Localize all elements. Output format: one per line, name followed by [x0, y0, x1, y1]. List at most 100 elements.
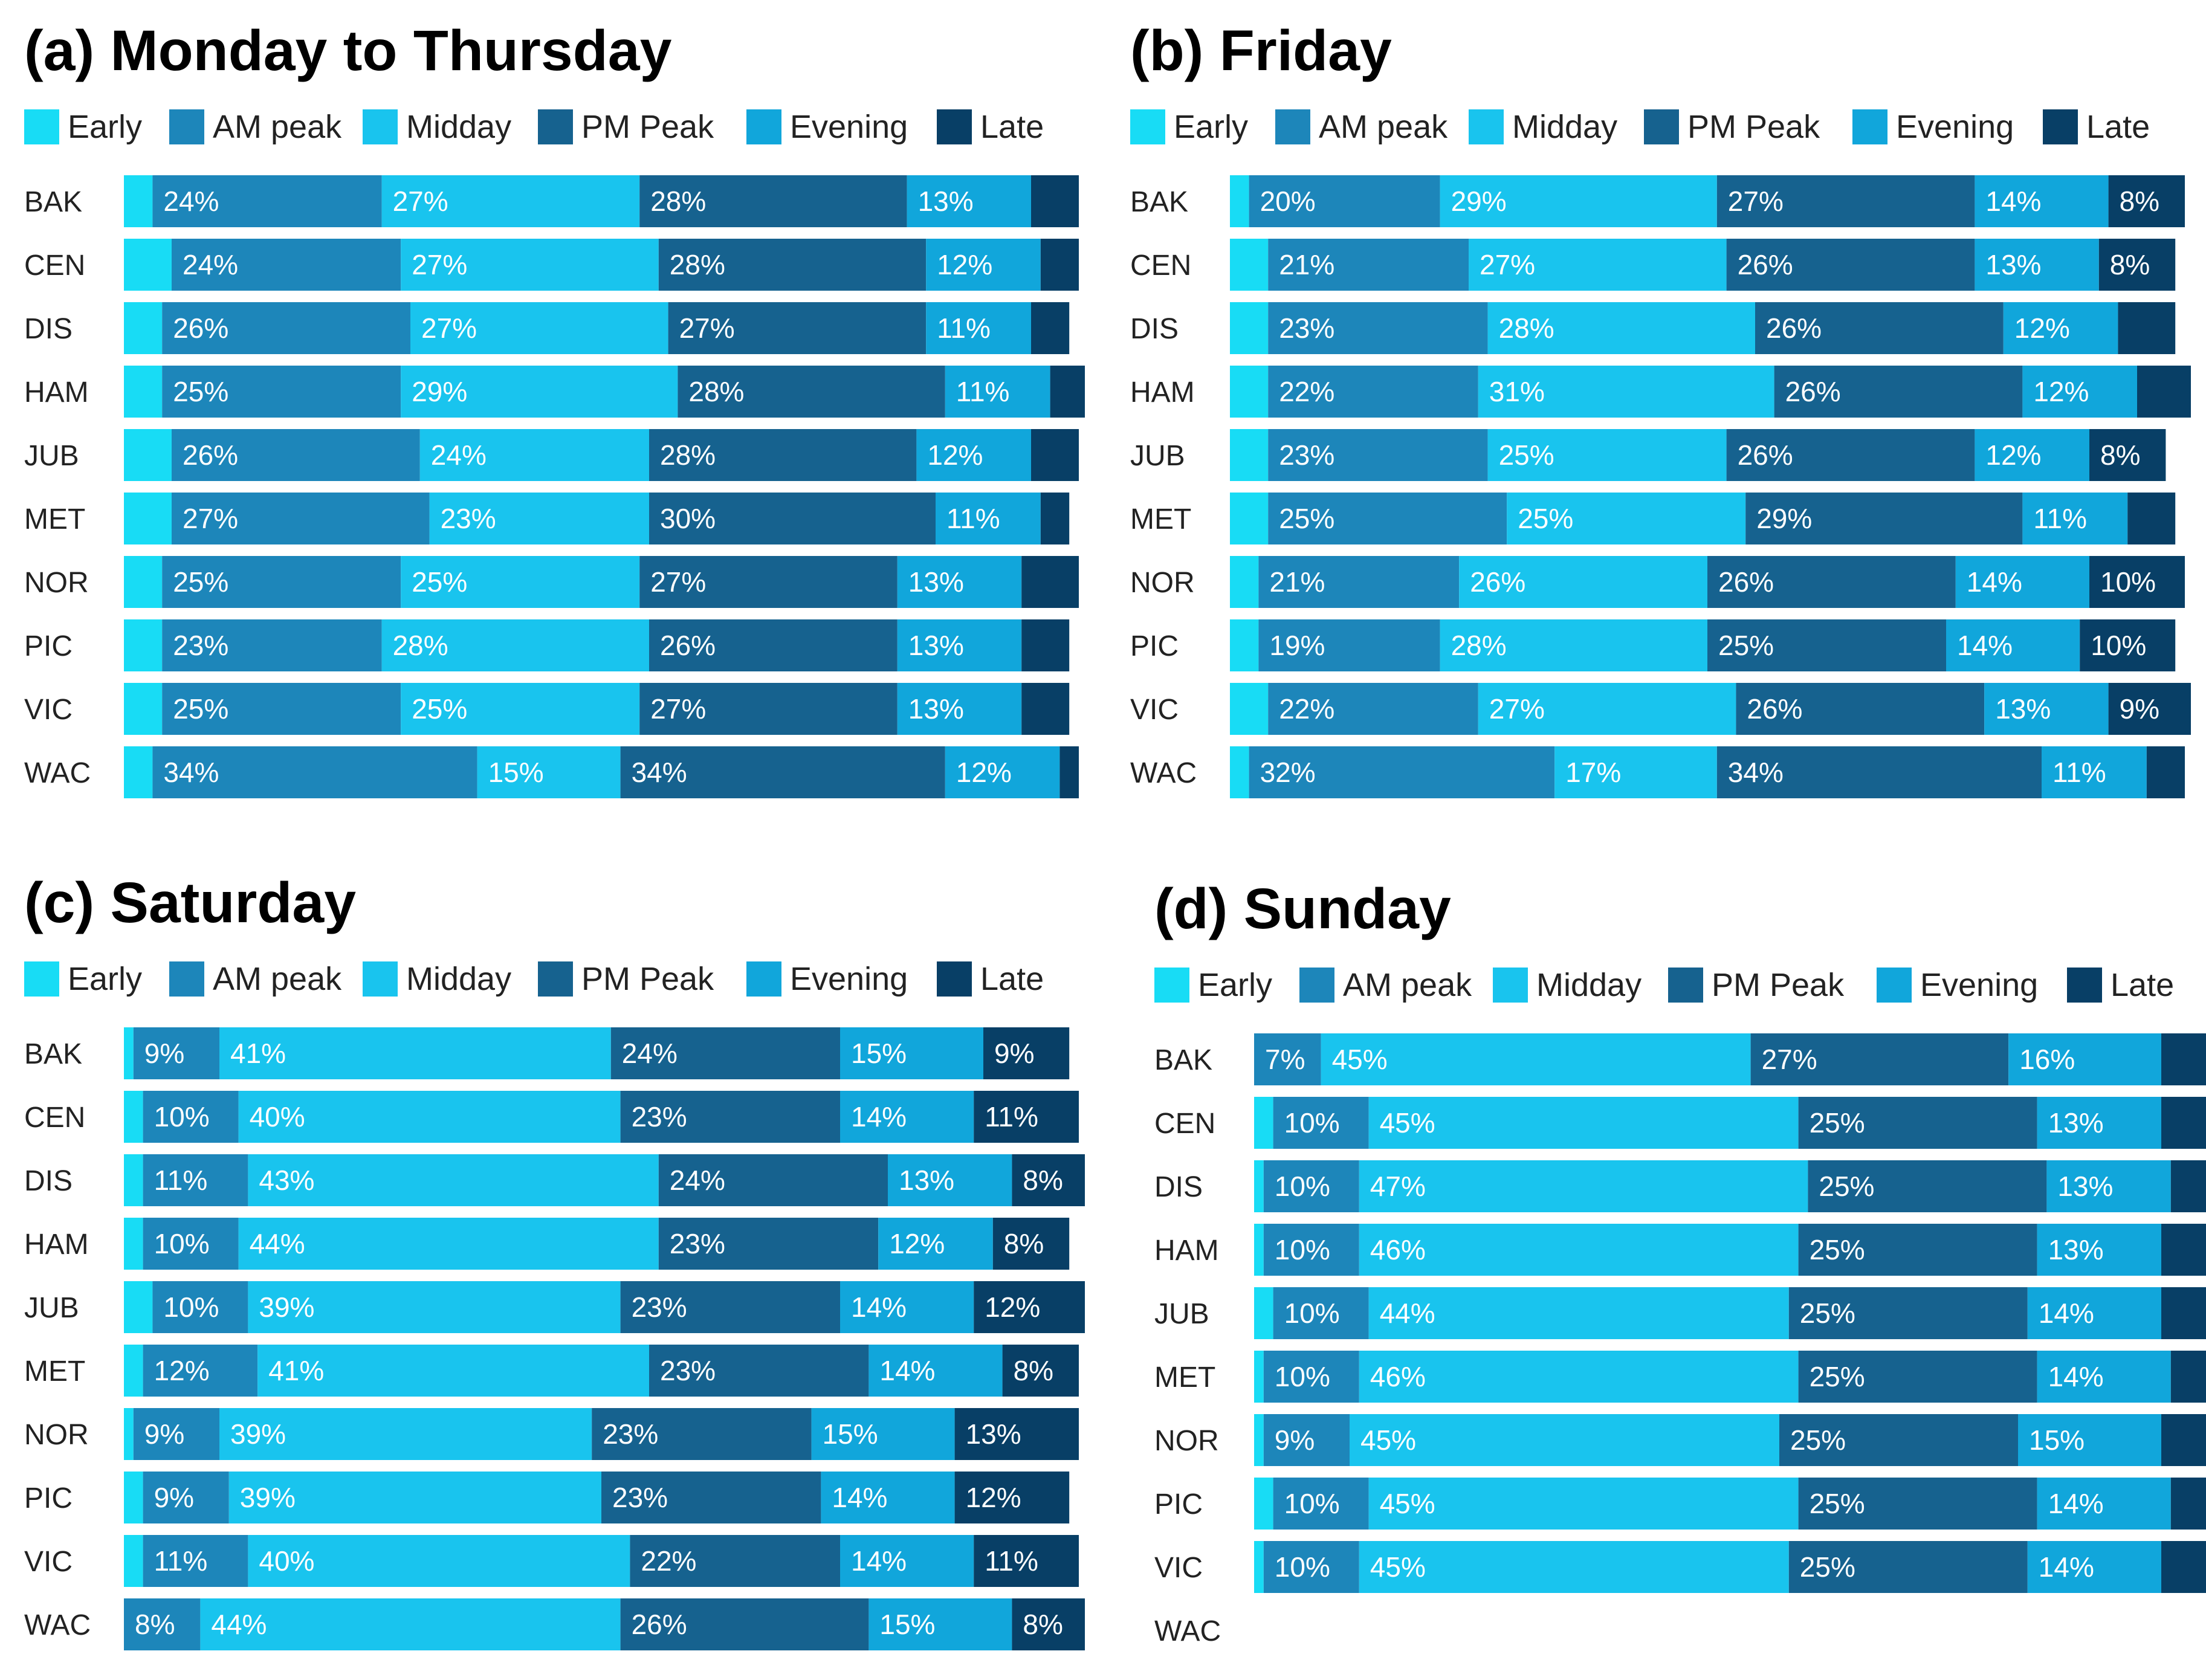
bar-segment	[2003, 302, 2118, 354]
data-label: 40%	[250, 1101, 305, 1132]
bar-segment	[2146, 746, 2185, 798]
data-label: 12%	[985, 1291, 1040, 1323]
bar-segment	[1263, 1541, 1359, 1593]
bar-segment	[1975, 239, 2099, 291]
data-label: 27%	[650, 693, 706, 725]
bar-segment	[1487, 429, 1727, 481]
legend-swatch	[746, 961, 781, 997]
bar-segment	[1012, 1154, 1085, 1206]
data-label: 11%	[946, 503, 1000, 534]
data-label: 47%	[1370, 1171, 1426, 1202]
bar-segment	[630, 1535, 840, 1587]
bar-segment	[639, 683, 898, 735]
bar-segment	[1021, 683, 1070, 735]
data-label: 23%	[612, 1482, 668, 1513]
bar-segment	[1254, 1351, 1264, 1403]
category-label: NOR	[1130, 567, 1195, 599]
bar-segment	[2161, 1541, 2206, 1593]
bar-segment	[1230, 746, 1249, 798]
bar-segment	[228, 1472, 601, 1523]
category-label: JUB	[1154, 1298, 1209, 1330]
legend-item: Midday	[363, 106, 511, 148]
data-label: 14%	[851, 1545, 907, 1577]
data-label: 25%	[1819, 1171, 1874, 1202]
data-label: 27%	[1762, 1044, 1817, 1075]
data-label: 13%	[966, 1418, 1021, 1450]
category-label: CEN	[1130, 250, 1191, 282]
data-label: 25%	[1279, 503, 1334, 534]
category-label: NOR	[1154, 1425, 1219, 1457]
bar-segment	[1359, 1541, 1789, 1593]
data-label: 15%	[488, 757, 544, 788]
legend-swatch	[937, 109, 972, 144]
data-label: 29%	[1451, 186, 1507, 217]
legend: Early AM peak Midday PM Peak Evening Late	[24, 106, 1106, 148]
category-label: PIC	[24, 630, 73, 662]
category-label: HAM	[1130, 376, 1195, 409]
data-label: 44%	[211, 1609, 267, 1640]
bar-segment	[2027, 1287, 2161, 1339]
bar-segment	[1774, 366, 2023, 418]
data-label: 23%	[632, 1291, 687, 1323]
legend-item: Evening	[746, 958, 908, 1000]
bar-segment	[620, 1281, 840, 1333]
bar-segment	[248, 1281, 621, 1333]
bar-segment	[2037, 1097, 2161, 1149]
legend-label: Midday	[406, 109, 512, 145]
bar-segment	[1254, 1097, 1273, 1149]
category-label: JUB	[24, 440, 79, 472]
legend-swatch	[1469, 109, 1504, 144]
data-label: 28%	[393, 630, 448, 661]
bar-segment	[1263, 1160, 1359, 1212]
data-label: 25%	[173, 566, 228, 598]
data-label: 23%	[603, 1418, 658, 1450]
data-label: 13%	[908, 566, 964, 598]
legend-swatch	[1644, 109, 1679, 144]
bar-segment	[658, 1154, 888, 1206]
bar-segment	[2170, 1351, 2206, 1403]
bar-segment	[401, 239, 659, 291]
data-label: 14%	[2039, 1297, 2094, 1329]
data-label: 25%	[412, 693, 467, 725]
chart-plot: BAK 9% 41% 24% 15% 9% CEN 10% 40% 23% 14% 11% DIS 11%…	[24, 1027, 1085, 1650]
legend-label: Midday	[1512, 109, 1618, 145]
bar-segment	[1368, 1287, 1789, 1339]
legend-item: AM peak	[1275, 106, 1447, 148]
bar-segment	[419, 429, 649, 481]
data-label: 26%	[1785, 376, 1841, 407]
data-label: 29%	[412, 376, 467, 407]
data-label: 27%	[679, 312, 735, 344]
bar-segment	[1258, 619, 1440, 671]
bar-segment	[926, 302, 1031, 354]
data-label: 12%	[956, 757, 1012, 788]
data-label: 27%	[650, 566, 706, 598]
data-label: 41%	[268, 1355, 324, 1386]
bar-segment	[124, 302, 163, 354]
bar-segment	[2098, 239, 2176, 291]
bar-segment	[1230, 366, 1269, 418]
bar-segment	[974, 1535, 1079, 1587]
data-label: 45%	[1332, 1044, 1388, 1075]
bar-segment	[2022, 366, 2137, 418]
data-label: 13%	[918, 186, 974, 217]
legend-swatch	[169, 109, 204, 144]
bar-segment	[172, 493, 430, 544]
bar-segment	[124, 1472, 143, 1523]
bar-segment	[1268, 302, 1488, 354]
bar-segment	[1359, 1160, 1808, 1212]
chart-panel-0: (a) Monday to Thursday Early AM peak Midday…	[24, 18, 1106, 822]
bar-segment	[1984, 683, 2109, 735]
bar-segment	[1359, 1351, 1799, 1403]
legend-label: PM Peak	[581, 961, 714, 997]
data-label: 8%	[2120, 186, 2159, 217]
bar-segment	[610, 1027, 840, 1079]
category-label: BAK	[1130, 186, 1188, 218]
bar-segment	[916, 429, 1031, 481]
legend-label: Early	[68, 109, 143, 145]
bar-segment	[1798, 1224, 2037, 1276]
bar-segment	[2046, 1160, 2171, 1212]
data-label: 24%	[163, 186, 219, 217]
bar-segment	[1230, 302, 1269, 354]
data-label: 23%	[1279, 312, 1334, 344]
data-label: 28%	[650, 186, 706, 217]
